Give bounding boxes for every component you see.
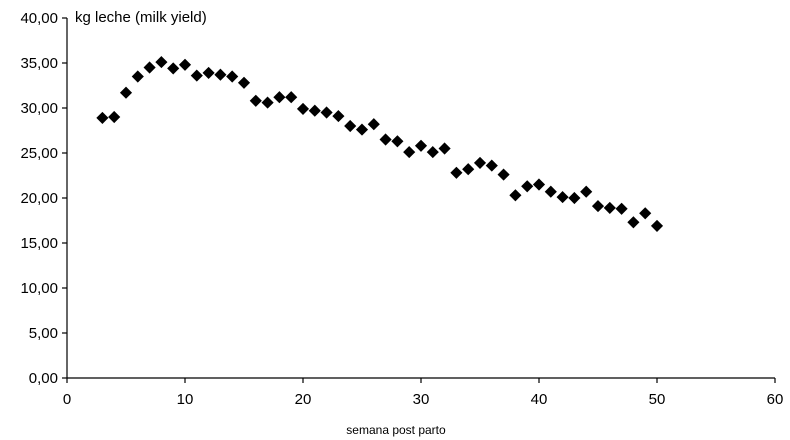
y-tick-label: 0,00 <box>29 370 58 387</box>
data-point <box>285 91 298 104</box>
y-tick-label: 30,00 <box>20 100 58 117</box>
y-tick-label: 35,00 <box>20 55 58 72</box>
data-point <box>544 185 557 198</box>
data-point <box>226 70 239 83</box>
y-tick-label: 25,00 <box>20 145 58 162</box>
y-tick-label: 10,00 <box>20 280 58 297</box>
y-tick-label: 20,00 <box>20 190 58 207</box>
x-axis: 0 10 20 30 40 50 60 <box>63 377 784 408</box>
data-point <box>580 185 593 198</box>
x-axis-label: semana post parto <box>346 423 446 437</box>
data-point <box>214 68 227 81</box>
data-point <box>615 202 628 215</box>
data-point <box>627 216 640 229</box>
data-point <box>532 178 546 191</box>
x-tick-label: 60 <box>767 391 784 408</box>
data-point <box>462 163 475 176</box>
data-point <box>591 200 605 213</box>
x-axis-ticks: 0 10 20 30 40 50 60 <box>63 378 784 408</box>
data-point <box>509 189 522 202</box>
data-point <box>568 191 581 205</box>
x-tick-label: 20 <box>295 391 312 408</box>
data-point <box>355 123 369 136</box>
data-point <box>367 118 380 131</box>
data-point <box>320 106 333 119</box>
data-point <box>202 66 215 79</box>
data-point <box>603 201 616 214</box>
data-points <box>96 56 664 232</box>
data-point <box>344 119 357 133</box>
data-point <box>96 111 109 124</box>
data-point <box>190 69 203 82</box>
data-point <box>379 133 392 146</box>
data-point <box>296 102 310 115</box>
data-point <box>273 91 286 104</box>
data-point <box>391 135 404 148</box>
data-point <box>155 56 168 69</box>
y-axis: 0,00 5,00 10,00 15,00 20,00 25,00 30,00 35,00 40… <box>20 10 68 387</box>
data-point <box>143 61 156 74</box>
chart-title: kg leche (milk yield) <box>75 9 207 26</box>
data-point <box>450 166 463 179</box>
y-axis-ticks: 0,00 5,00 10,00 15,00 20,00 25,00 30,00 35,00 40… <box>20 10 67 387</box>
x-tick-label: 10 <box>177 391 194 408</box>
x-tick-label: 30 <box>413 391 430 408</box>
data-point <box>119 86 133 99</box>
data-point <box>237 76 251 89</box>
data-point <box>414 139 428 152</box>
data-point <box>308 104 321 117</box>
x-tick-label: 50 <box>649 391 666 408</box>
data-point <box>178 58 192 71</box>
data-point <box>332 110 345 123</box>
y-tick-label: 40,00 <box>20 10 58 27</box>
data-point <box>167 62 180 75</box>
data-point <box>473 156 487 169</box>
x-tick-label: 40 <box>531 391 548 408</box>
data-point <box>403 146 416 159</box>
data-point <box>108 110 121 124</box>
y-tick-label: 15,00 <box>20 235 58 252</box>
data-point <box>521 180 534 193</box>
data-point <box>261 96 274 109</box>
data-point <box>639 207 652 220</box>
data-point <box>249 94 262 107</box>
x-tick-label: 0 <box>63 391 71 408</box>
data-point <box>556 191 569 204</box>
y-tick-label: 5,00 <box>29 325 58 342</box>
data-point <box>426 146 439 159</box>
data-point <box>650 219 664 232</box>
data-point <box>438 142 451 155</box>
data-point <box>131 70 144 83</box>
data-point <box>497 168 510 181</box>
data-point <box>485 159 498 172</box>
